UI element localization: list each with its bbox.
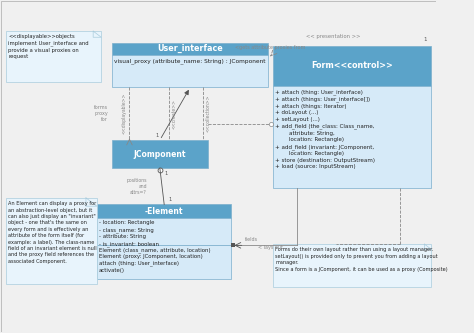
Text: <<displayable>>objects
implement User_interface and
provide a visual proxies on
: <<displayable>>objects implement User_in…	[9, 34, 89, 59]
Text: + attach (thing: User_interface)
+ attach (things: User_interface[])
+ attach (t: + attach (thing: User_interface) + attac…	[275, 89, 375, 169]
FancyBboxPatch shape	[97, 245, 231, 279]
Text: <<collection>>: <<collection>>	[206, 95, 211, 133]
FancyBboxPatch shape	[97, 218, 231, 245]
Text: positions
and
attrs=?: positions and attrs=?	[127, 178, 147, 194]
Text: << presentation >>: << presentation >>	[306, 34, 360, 39]
FancyBboxPatch shape	[6, 198, 97, 284]
Text: JComponent: JComponent	[134, 150, 186, 159]
Text: -Element: -Element	[145, 207, 183, 216]
Text: 1: 1	[155, 134, 159, 139]
FancyBboxPatch shape	[112, 43, 268, 55]
Text: fields: fields	[246, 237, 258, 242]
FancyBboxPatch shape	[97, 204, 231, 218]
Text: An Element can display a proxy for
an abstraction-level object, but it
can also : An Element can display a proxy for an ab…	[9, 201, 97, 264]
FancyBboxPatch shape	[273, 86, 431, 188]
Text: <<create>>: <<create>>	[171, 99, 176, 129]
Text: - location: Rectangle
- class_name: String
- attribute: String
- is_invariant: b: - location: Rectangle - class_name: Stri…	[99, 220, 159, 247]
Text: Element (class_name, attribute, location)
Element (proxy: JComponent, location)
: Element (class_name, attribute, location…	[99, 247, 211, 273]
Text: 1: 1	[423, 37, 427, 42]
Text: 1: 1	[164, 171, 168, 176]
Text: forms
proxy
for: forms proxy for	[94, 105, 108, 122]
Text: 1: 1	[169, 197, 172, 202]
Text: <gets attribute proxies from: <gets attribute proxies from	[236, 45, 306, 50]
FancyBboxPatch shape	[112, 55, 268, 87]
FancyBboxPatch shape	[273, 244, 431, 287]
Text: <<displayable>>: <<displayable>>	[122, 93, 127, 134]
Text: Forms do their own layout rather than using a layout manager.
setLayout() is pro: Forms do their own layout rather than us…	[275, 247, 448, 272]
FancyBboxPatch shape	[6, 31, 101, 82]
FancyBboxPatch shape	[273, 46, 431, 86]
FancyBboxPatch shape	[112, 140, 208, 168]
Text: < lays out: < lays out	[257, 245, 283, 250]
Text: visual_proxy (attribute_name: String) : JComponent: visual_proxy (attribute_name: String) : …	[114, 59, 266, 64]
Text: Form<<control>>: Form<<control>>	[311, 61, 393, 70]
Text: User_interface: User_interface	[157, 44, 223, 54]
